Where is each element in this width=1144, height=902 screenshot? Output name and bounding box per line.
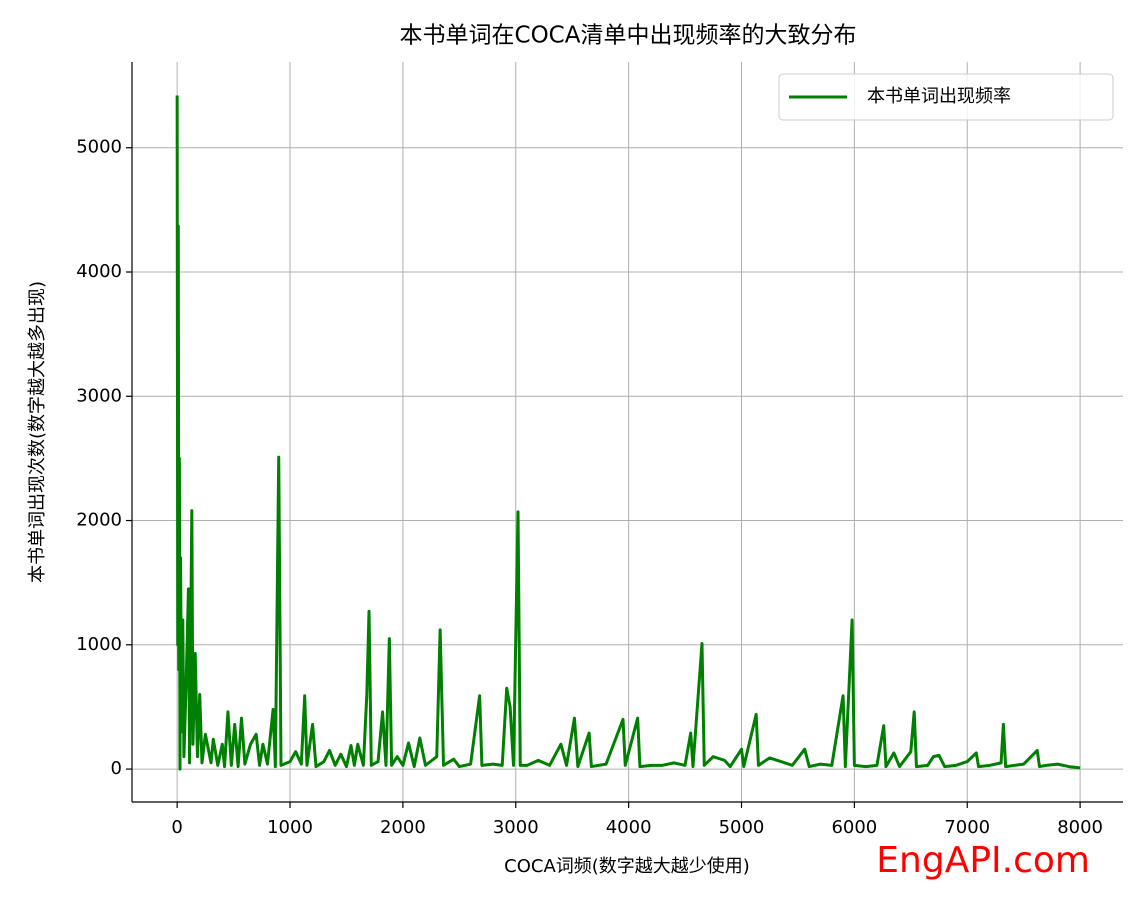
y-tick-label: 5000 <box>76 137 122 158</box>
x-tick-label: 7000 <box>944 817 990 838</box>
y-tick-label: 3000 <box>76 385 122 406</box>
legend-box <box>778 73 1114 121</box>
y-tick-label: 1000 <box>76 634 122 655</box>
x-tick-label: 4000 <box>606 817 652 838</box>
chart-title: 本书单词在COCA清单中出现频率的大致分布 <box>400 23 857 49</box>
x-tick-label: 3000 <box>493 817 539 838</box>
x-tick-label: 8000 <box>1057 817 1103 838</box>
y-tick-label: 0 <box>111 758 122 779</box>
y-axis-label: 本书单词出现次数(数字越大越多出现) <box>27 281 48 583</box>
legend-label: 本书单词出现频率 <box>867 86 1011 107</box>
x-tick-label: 6000 <box>831 817 877 838</box>
x-axis-label: COCA词频(数字越大越少使用) <box>504 856 750 877</box>
y-tick-label: 4000 <box>76 261 122 282</box>
x-tick-label: 1000 <box>267 817 313 838</box>
x-tick-label: 2000 <box>380 817 426 838</box>
data-line <box>175 95 1081 771</box>
x-tick-label: 5000 <box>719 817 765 838</box>
legend: 本书单词出现频率 <box>778 73 1114 121</box>
watermark: EngAPI.com <box>876 840 1090 881</box>
x-tick-label: 0 <box>171 817 182 838</box>
y-tick-label: 2000 <box>76 510 122 531</box>
